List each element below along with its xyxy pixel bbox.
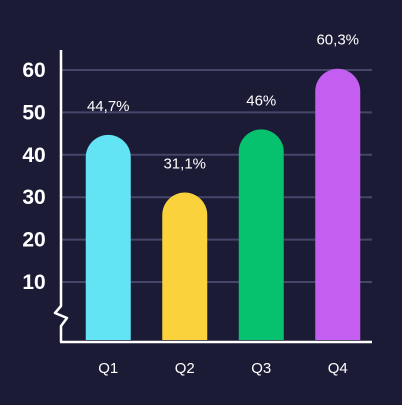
x-tick-label-q3: Q3 (251, 360, 271, 377)
bars (85, 68, 361, 341)
axes (53, 50, 372, 344)
bar-q3 (238, 129, 284, 340)
x-tick-label-q1: Q1 (98, 360, 118, 377)
y-tick-label-40: 40 (22, 144, 45, 167)
y-tick-label-60: 60 (22, 59, 45, 82)
bar-q4 (315, 68, 361, 341)
y-tick-label-50: 50 (22, 101, 45, 124)
y-tick-label-20: 20 (22, 229, 45, 252)
y-tick-label-10: 10 (22, 271, 45, 294)
data-label-q3: 46% (246, 92, 276, 109)
x-tick-label-q2: Q2 (175, 360, 195, 377)
bar-q1 (85, 134, 131, 340)
data-label-q2: 31,1% (163, 156, 206, 173)
bar-q2 (162, 192, 208, 340)
x-tick-label-q4: Q4 (328, 360, 348, 377)
y-tick-label-30: 30 (22, 186, 45, 209)
data-label-q4: 60,3% (316, 32, 359, 49)
labels: 10 20 30 40 50 60 44,7% Q1 31,1% Q2 46% Q3 60,3% Q4 (22, 32, 359, 377)
y-axis-line (53, 50, 69, 342)
data-label-q1: 44,7% (87, 98, 130, 115)
